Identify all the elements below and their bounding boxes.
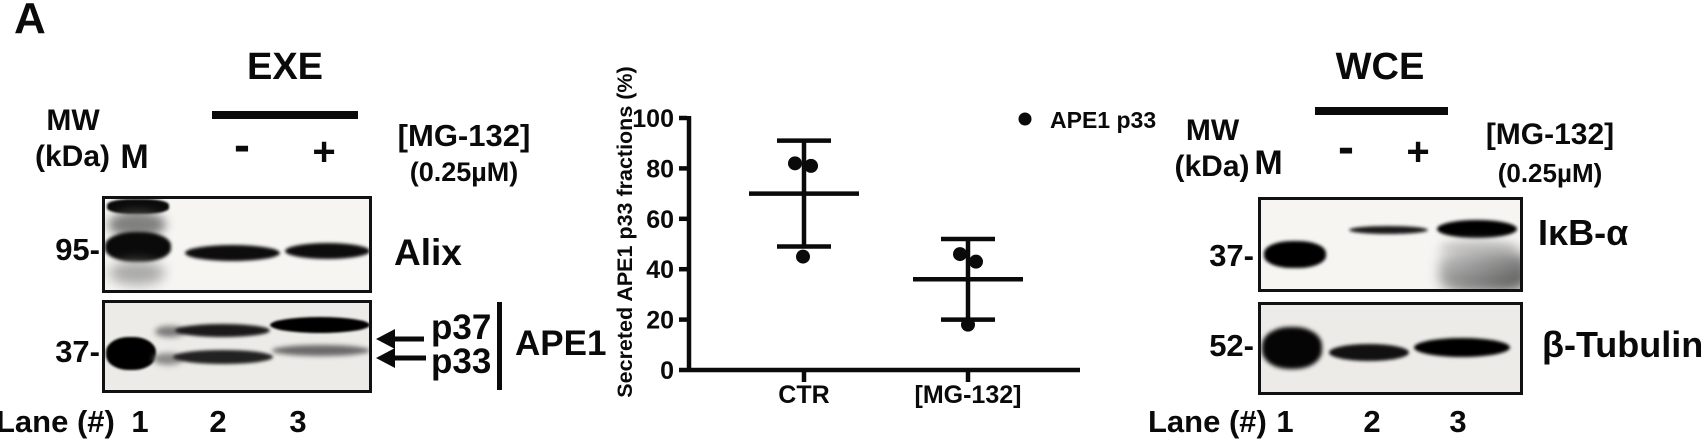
y-axis bbox=[679, 115, 692, 373]
panel-letter: A bbox=[14, 0, 46, 43]
alix-blot-image bbox=[102, 196, 372, 293]
ape1-blot-image bbox=[102, 300, 372, 393]
right-lane-header: Lane (#) bbox=[1148, 404, 1267, 439]
x-tick-labels: CTR [MG-132] bbox=[778, 381, 1021, 409]
p33-band-lane2 bbox=[173, 350, 273, 364]
data-point bbox=[961, 317, 975, 332]
left-minus-label: - bbox=[234, 119, 250, 172]
ikba-band-lane2 bbox=[1349, 226, 1428, 234]
right-mw-header: MW bbox=[1185, 114, 1240, 147]
p33-band-lane3 bbox=[272, 345, 369, 356]
data-group-mg132 bbox=[913, 236, 1023, 332]
svg-text:60: 60 bbox=[646, 206, 674, 234]
marker-smear bbox=[109, 261, 165, 285]
y-tick-labels: 0 20 40 60 80 100 bbox=[632, 105, 674, 385]
ape1-bracket-label: APE1 bbox=[515, 324, 607, 363]
legend-dot-icon bbox=[1018, 112, 1032, 126]
data-group-ctr bbox=[749, 138, 859, 264]
right-lane-3: 3 bbox=[1449, 404, 1467, 439]
left-sample-underline bbox=[212, 111, 358, 119]
left-marker-lane-label: M bbox=[120, 138, 149, 176]
alix-target-label: Alix bbox=[394, 232, 462, 273]
right-sample-title: WCE bbox=[1335, 46, 1425, 88]
right-drug-concentration: (0.25µM) bbox=[1497, 158, 1603, 188]
right-minus-label: - bbox=[1338, 121, 1354, 174]
svg-text:[MG-132]: [MG-132] bbox=[915, 381, 1022, 409]
p37-band-lane2 bbox=[175, 324, 270, 337]
left-lane-3: 3 bbox=[289, 404, 307, 439]
alix-band-lane2 bbox=[185, 245, 280, 261]
left-mw-units: (kDa) bbox=[34, 140, 110, 173]
svg-text:40: 40 bbox=[646, 256, 674, 284]
btubulin-band-lane2 bbox=[1329, 344, 1409, 361]
btubulin-target-label: β-Tubulin bbox=[1542, 324, 1702, 365]
legend: APE1 p33 bbox=[1018, 107, 1156, 133]
left-drug-label: [MG-132] bbox=[397, 118, 531, 153]
p33-arrow bbox=[376, 348, 426, 368]
faint-band bbox=[155, 326, 185, 337]
left-mw-header: MW bbox=[46, 104, 100, 137]
right-plus-label: + bbox=[1406, 130, 1430, 174]
marker-band-37 bbox=[1264, 241, 1326, 268]
marker-band-37 bbox=[106, 337, 156, 370]
smear bbox=[1439, 250, 1520, 289]
data-point bbox=[953, 247, 967, 262]
right-sample-underline bbox=[1315, 107, 1448, 115]
left-blot2-mw-marker: 37- bbox=[55, 334, 100, 369]
data-point bbox=[788, 156, 802, 171]
right-blot2-mw-marker: 52- bbox=[1209, 328, 1254, 363]
marker-band bbox=[107, 199, 169, 214]
left-drug-concentration: (0.25µM) bbox=[409, 157, 519, 187]
right-drug-label: [MG-132] bbox=[1485, 118, 1615, 151]
right-mw-units: (kDa) bbox=[1174, 150, 1250, 183]
x-axis bbox=[687, 367, 1080, 382]
marker-band-95 bbox=[105, 232, 171, 262]
ape1-bracket bbox=[497, 302, 502, 390]
left-sample-title: EXE bbox=[246, 46, 324, 88]
right-lane-2: 2 bbox=[1363, 404, 1381, 439]
p37-label: p37 bbox=[431, 308, 492, 347]
y-axis-title: Secreted APE1 p33 fractions (%) bbox=[613, 66, 637, 397]
p33-label: p33 bbox=[431, 342, 492, 381]
legend-label: APE1 p33 bbox=[1050, 107, 1156, 133]
alix-band-lane3 bbox=[285, 243, 369, 259]
svg-text:0: 0 bbox=[660, 357, 674, 385]
btubulin-blot-image bbox=[1258, 302, 1523, 395]
right-blot1-mw-marker: 37- bbox=[1209, 238, 1254, 273]
left-lane-header: Lane (#) bbox=[0, 404, 115, 439]
marker-band-52 bbox=[1262, 327, 1322, 369]
band-arrows bbox=[376, 329, 426, 368]
right-marker-lane-label: M bbox=[1254, 144, 1283, 182]
left-lane-1: 1 bbox=[131, 404, 149, 439]
p37-arrow bbox=[376, 329, 424, 349]
left-plus-label: + bbox=[312, 130, 336, 174]
scatter-plot: 0 20 40 60 80 100 CTR [MG-132] Secreted APE1 p33… bbox=[613, 66, 1156, 409]
ikba-blot-image bbox=[1258, 197, 1523, 292]
left-blot1-mw-marker: 95- bbox=[55, 232, 100, 267]
svg-text:80: 80 bbox=[646, 155, 674, 183]
ikba-band-lane3 bbox=[1437, 220, 1517, 238]
data-point bbox=[969, 254, 983, 269]
p37-band-lane3 bbox=[270, 317, 369, 333]
data-point bbox=[804, 158, 818, 173]
svg-text:20: 20 bbox=[646, 307, 674, 335]
svg-text:100: 100 bbox=[632, 105, 674, 133]
btubulin-band-lane3 bbox=[1414, 338, 1510, 357]
svg-text:CTR: CTR bbox=[778, 381, 829, 409]
right-lane-1: 1 bbox=[1276, 404, 1294, 439]
ikba-target-label: IκB-α bbox=[1538, 212, 1629, 253]
data-point bbox=[796, 249, 810, 264]
left-lane-2: 2 bbox=[209, 404, 227, 439]
